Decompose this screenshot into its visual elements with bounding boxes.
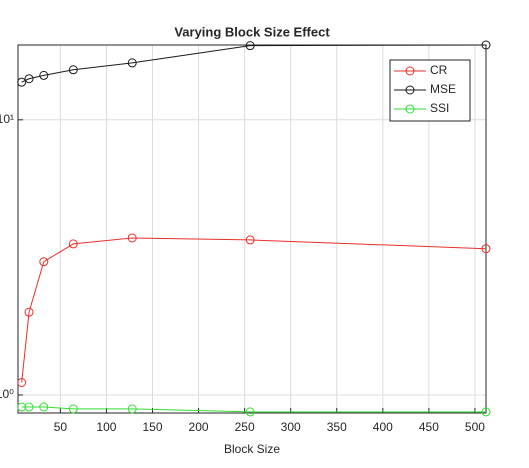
x-tick-label: 450 [419, 420, 439, 434]
marker [39, 402, 49, 412]
x-tick-label: 150 [142, 420, 162, 434]
marker [17, 378, 27, 388]
legend-marker [405, 85, 415, 95]
marker [481, 244, 491, 254]
x-tick-label: 200 [189, 420, 209, 434]
legend-label: MSE [430, 82, 456, 96]
marker [481, 40, 491, 50]
line [21, 237, 487, 383]
marker [245, 407, 255, 417]
x-tick-label: 500 [465, 420, 485, 434]
marker [24, 307, 34, 317]
x-tick-label: 300 [281, 420, 301, 434]
marker [481, 407, 491, 417]
marker [24, 402, 34, 412]
x-tick-label: 350 [327, 420, 347, 434]
marker [39, 70, 49, 80]
marker [245, 41, 255, 51]
axes-box [17, 44, 487, 414]
legend-marker [405, 66, 415, 76]
marker [17, 402, 27, 412]
x-tick-label: 50 [54, 420, 68, 434]
marker [127, 404, 137, 414]
marker [39, 257, 49, 267]
chart-title: Varying Block Size Effect [174, 24, 330, 39]
legend-marker [405, 104, 415, 114]
x-tick-label: 400 [373, 420, 393, 434]
marker [127, 233, 137, 243]
y-tick-label: 10¹ [0, 112, 14, 126]
marker [245, 235, 255, 245]
y-tick-label: 10⁰ [0, 387, 14, 401]
x-tick-label: 250 [235, 420, 255, 434]
marker [68, 65, 78, 75]
x-axis-label: Block Size [224, 442, 280, 456]
legend-label: SSI [430, 101, 449, 115]
line [21, 406, 486, 413]
line [21, 44, 487, 83]
marker [17, 77, 27, 87]
marker [127, 58, 137, 68]
marker [68, 239, 78, 249]
marker [68, 404, 78, 414]
legend-label: CR [430, 63, 448, 77]
marker [24, 74, 34, 84]
x-tick-label: 100 [96, 420, 116, 434]
